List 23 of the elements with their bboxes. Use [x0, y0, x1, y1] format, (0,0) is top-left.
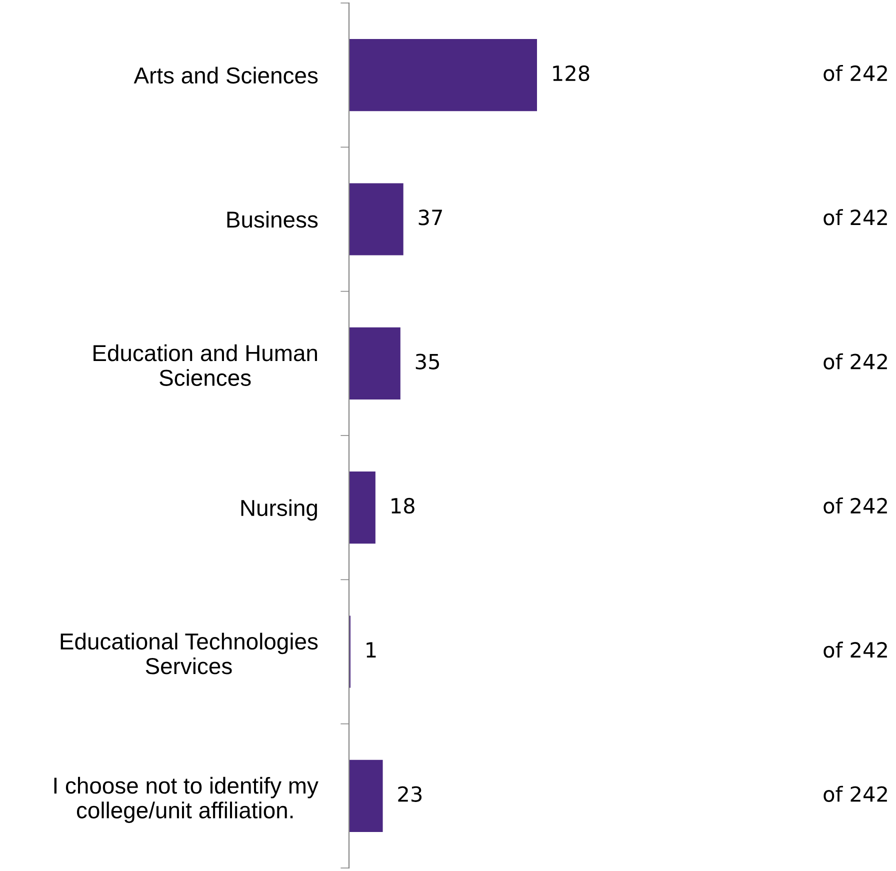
data-label: 35 — [416, 354, 439, 370]
y-tick-label: Nursing — [241, 499, 317, 521]
bar — [349, 472, 376, 544]
bar — [349, 327, 400, 400]
data-label: 23 — [398, 786, 422, 802]
text: of 242 — [824, 786, 887, 802]
y-tick-label: Arts and Sciences — [134, 66, 318, 84]
data-label: 18 — [392, 498, 414, 514]
data-label: 37 — [418, 210, 442, 226]
text: of 242 — [824, 498, 887, 514]
y-tick-label: I choose not to identify my college/unit affiliation. — [54, 776, 318, 823]
y-tick-label: Education and Human Sciences — [94, 344, 317, 386]
data-label: 1 — [366, 642, 376, 658]
bar — [349, 39, 537, 112]
bar — [349, 760, 383, 832]
text: of 242 — [824, 65, 887, 82]
text: of 242 — [824, 353, 887, 370]
text: of 242 — [824, 209, 887, 226]
data-label: 128 — [553, 65, 590, 82]
y-tick-label: Educational Technologies Services — [60, 632, 318, 674]
text: of 242 — [824, 642, 887, 658]
bar — [349, 183, 404, 256]
y-tick-label: Business — [227, 210, 318, 228]
